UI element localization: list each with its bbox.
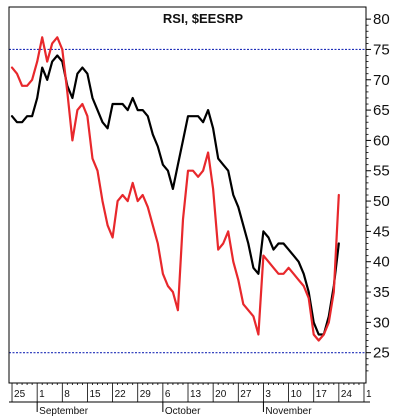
x-axis: 25 1 8 15 22 29 6 13 20 27 3 10 17 24 1 <box>9 383 372 403</box>
x-tick-label: 15 <box>89 389 101 400</box>
x-tick-label: 24 <box>341 389 353 400</box>
x-tick-label: 8 <box>64 389 70 400</box>
x-tick-label: 20 <box>215 389 227 400</box>
y-tick-label: 50 <box>373 193 390 210</box>
month-label: November <box>265 406 312 417</box>
series-layer <box>10 36 340 342</box>
x-tick-label: 6 <box>165 389 171 400</box>
series-line-2 <box>10 36 340 342</box>
y-tick-label: 45 <box>373 223 390 240</box>
y-axis: 25 30 35 40 45 50 55 60 65 70 75 80 <box>366 11 390 372</box>
month-axis: September October November <box>36 402 312 417</box>
y-tick-label: 80 <box>373 11 390 28</box>
y-tick-label: 25 <box>373 345 390 362</box>
x-tick-label: 1 <box>39 389 45 400</box>
y-tick-label: 70 <box>373 72 390 89</box>
month-label: October <box>165 406 201 417</box>
x-tick-label: 25 <box>14 389 26 400</box>
y-tick-label: 35 <box>373 284 390 301</box>
x-tick-label: 3 <box>265 389 271 400</box>
x-tick-label: 27 <box>240 389 252 400</box>
y-tick-label: 75 <box>373 41 390 58</box>
x-tick-label: 29 <box>140 389 152 400</box>
y-tick-label: 40 <box>373 254 390 271</box>
x-tick-label: 17 <box>316 389 328 400</box>
y-tick-label: 60 <box>373 132 390 149</box>
x-tick-label: 13 <box>190 389 202 400</box>
x-tick-label: 10 <box>291 389 303 400</box>
chart-title: RSI, $EESRP <box>163 11 244 26</box>
month-label: September <box>39 406 89 417</box>
reference-lines <box>9 48 366 354</box>
y-tick-label: 55 <box>373 163 390 180</box>
y-tick-label: 65 <box>373 102 390 119</box>
x-tick-label: 22 <box>115 389 127 400</box>
x-tick-label: 1 <box>366 389 372 400</box>
y-tick-label: 30 <box>373 314 390 331</box>
